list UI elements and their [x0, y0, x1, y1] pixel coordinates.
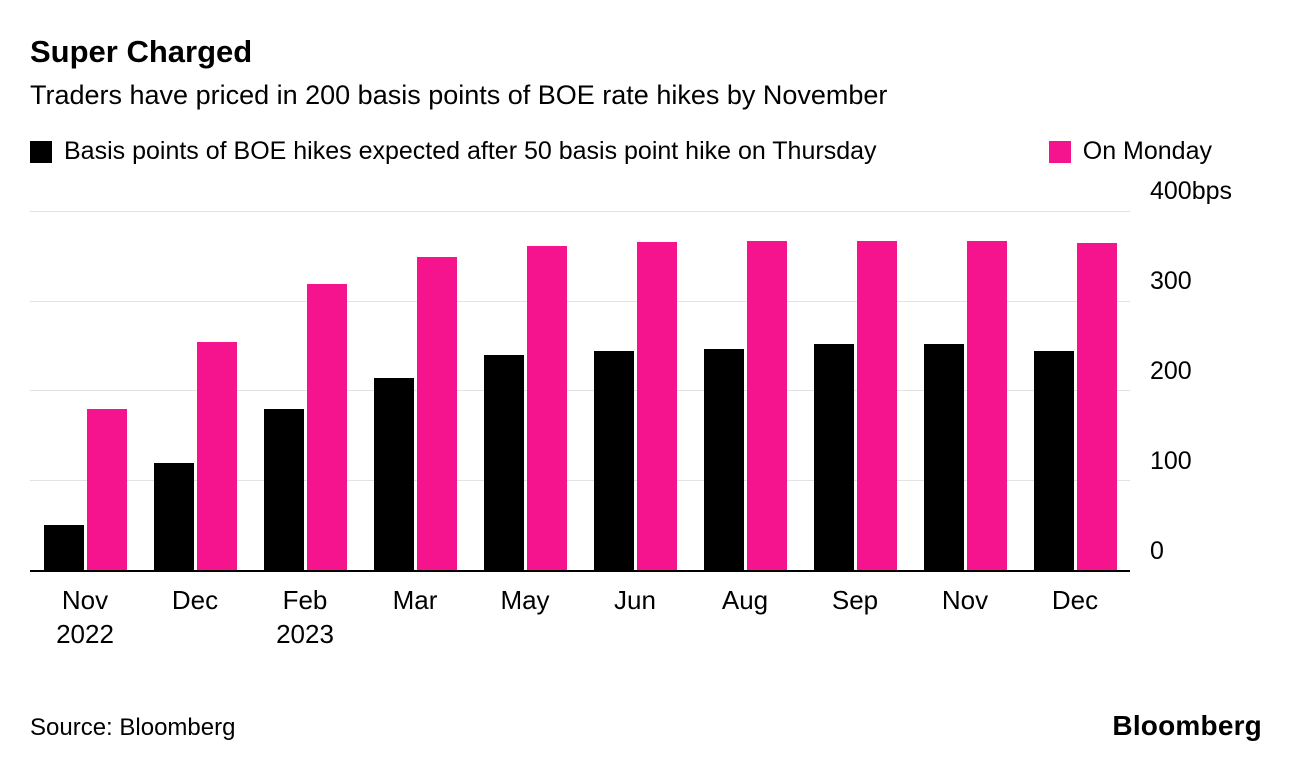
- y-tick-label: 0: [1150, 537, 1164, 565]
- bar-group: [910, 212, 1020, 570]
- chart-header: Super Charged Traders have priced in 200…: [30, 34, 1262, 137]
- x-tick-label: Feb 2023: [276, 585, 334, 649]
- y-tick-label: 200: [1150, 357, 1192, 385]
- bar-group: [470, 212, 580, 570]
- chart-title: Super Charged: [30, 34, 253, 69]
- bar-group: [690, 212, 800, 570]
- bar: [263, 408, 304, 570]
- bar: [746, 240, 787, 570]
- chart-footer: Source: Bloomberg Bloomberg: [30, 710, 1262, 742]
- x-tick-label: May: [500, 585, 550, 615]
- bar: [856, 240, 897, 570]
- bar-group: [360, 212, 470, 570]
- x-labels: Nov 2022 Dec Feb 2023 Mar May Jun Aug Sep Nov Dec: [30, 584, 1130, 652]
- chart-subtitle: Traders have priced in 200 basis points …: [30, 80, 888, 110]
- legend-item-monday: On Monday: [1048, 137, 1212, 166]
- bar: [703, 348, 744, 570]
- legend: Basis points of BOE hikes expected after…: [30, 137, 1262, 166]
- bar: [153, 462, 194, 570]
- plot-area: [30, 211, 1130, 572]
- y-axis: 400bps 300 200 100 0: [1130, 177, 1262, 572]
- bar: [483, 355, 524, 570]
- y-axis-spacer: [1130, 584, 1262, 652]
- x-tick-label: Dec: [1051, 585, 1099, 615]
- source-note: Source: Bloomberg: [30, 714, 236, 741]
- bar: [306, 283, 347, 570]
- bar: [526, 246, 567, 570]
- bar-group: [580, 212, 690, 570]
- x-tick-label: Jun: [614, 585, 656, 615]
- bar: [1076, 243, 1117, 570]
- bar: [1033, 350, 1074, 570]
- legend-swatch-pink: [1048, 140, 1071, 163]
- bloomberg-logo: Bloomberg: [1112, 710, 1262, 741]
- gridline: [30, 479, 1130, 481]
- bar: [923, 343, 964, 570]
- x-tick-label: Nov: [941, 585, 989, 615]
- x-tick-label: Mar: [392, 585, 438, 615]
- legend-label-thursday: Basis points of BOE hikes expected after…: [64, 137, 877, 165]
- bar-group: [1020, 212, 1130, 570]
- bar: [43, 525, 84, 570]
- bar-group: [800, 212, 910, 570]
- gridline: [30, 211, 1130, 212]
- bar: [813, 344, 854, 570]
- x-axis: Nov 2022 Dec Feb 2023 Mar May Jun Aug Sep Nov Dec: [30, 584, 1262, 652]
- bar: [196, 341, 237, 570]
- x-tick-label: Sep: [831, 585, 879, 615]
- x-tick-label: Aug: [721, 585, 769, 615]
- x-tick-label: Nov 2022: [56, 585, 114, 649]
- gridline: [30, 390, 1130, 391]
- gridline: [30, 300, 1130, 302]
- bar-group: [140, 212, 250, 570]
- bar-group: [30, 212, 140, 570]
- y-tick-label: 100: [1150, 447, 1192, 475]
- bar: [593, 350, 634, 570]
- legend-label-monday: On Monday: [1082, 137, 1212, 165]
- bar: [373, 377, 414, 570]
- y-tick-label: 300: [1150, 267, 1192, 295]
- y-tick-label: 400bps: [1150, 177, 1233, 205]
- legend-item-thursday: Basis points of BOE hikes expected after…: [30, 137, 877, 166]
- x-tick-label: Dec: [171, 585, 219, 615]
- bar-chart: 400bps 300 200 100 0 Nov 2022 Dec Feb 2023 Mar May…: [30, 177, 1262, 652]
- bar: [416, 256, 457, 570]
- bar: [966, 240, 1007, 570]
- bar: [86, 408, 127, 570]
- bar: [636, 242, 677, 570]
- bar-groups: [30, 212, 1130, 570]
- bar-group: [250, 212, 360, 570]
- legend-swatch-black: [30, 140, 52, 163]
- plot-wrap: 400bps 300 200 100 0: [30, 177, 1262, 572]
